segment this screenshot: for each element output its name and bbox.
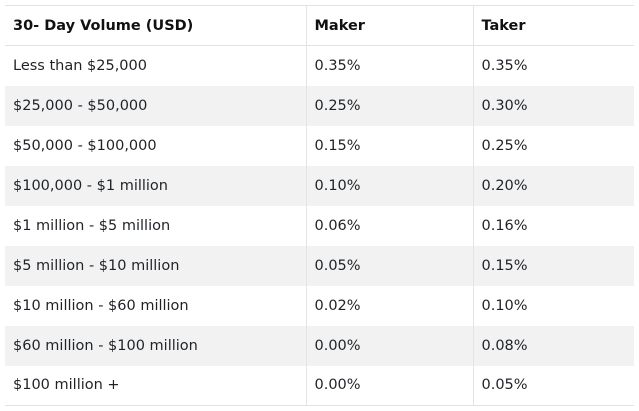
cell-taker: 0.30%: [472, 85, 634, 126]
cell-volume: $1 million - $5 million: [5, 205, 306, 246]
table-row: $5 million - $10 million 0.05% 0.15%: [5, 245, 634, 286]
cell-maker: 0.00%: [305, 325, 473, 366]
cell-volume: $25,000 - $50,000: [5, 85, 306, 126]
table-row: Less than $25,000 0.35% 0.35%: [5, 45, 634, 86]
cell-maker: 0.10%: [305, 165, 473, 206]
cell-maker: 0.02%: [305, 285, 473, 326]
cell-maker: 0.25%: [305, 85, 473, 126]
table-row: $60 million - $100 million 0.00% 0.08%: [5, 325, 634, 366]
cell-volume: $10 million - $60 million: [5, 285, 306, 326]
cell-volume: $5 million - $10 million: [5, 245, 306, 286]
cell-taker: 0.08%: [472, 325, 634, 366]
table-header: 30- Day Volume (USD) Maker Taker: [5, 5, 634, 46]
cell-volume: $100,000 - $1 million: [5, 165, 306, 206]
cell-maker: 0.05%: [305, 245, 473, 286]
cell-taker: 0.20%: [472, 165, 634, 206]
cell-volume: Less than $25,000: [5, 45, 306, 86]
cell-maker: 0.06%: [305, 205, 473, 246]
fee-schedule-table: 30- Day Volume (USD) Maker Taker Less th…: [5, 5, 634, 406]
cell-taker: 0.35%: [472, 45, 634, 86]
cell-maker: 0.00%: [305, 365, 473, 406]
table-row: $50,000 - $100,000 0.15% 0.25%: [5, 125, 634, 166]
table-body: Less than $25,000 0.35% 0.35% $25,000 - …: [5, 45, 634, 406]
cell-taker: 0.10%: [472, 285, 634, 326]
table-row: $25,000 - $50,000 0.25% 0.30%: [5, 85, 634, 126]
cell-taker: 0.05%: [472, 365, 634, 406]
table-row: $100,000 - $1 million 0.10% 0.20%: [5, 165, 634, 206]
cell-volume: $50,000 - $100,000: [5, 125, 306, 166]
header-taker: Taker: [472, 5, 634, 46]
cell-maker: 0.15%: [305, 125, 473, 166]
table-row: $10 million - $60 million 0.02% 0.10%: [5, 285, 634, 326]
cell-taker: 0.25%: [472, 125, 634, 166]
cell-volume: $60 million - $100 million: [5, 325, 306, 366]
cell-volume: $100 million +: [5, 365, 306, 406]
cell-taker: 0.15%: [472, 245, 634, 286]
table-row: $1 million - $5 million 0.06% 0.16%: [5, 205, 634, 246]
header-volume: 30- Day Volume (USD): [5, 5, 306, 46]
table-row: $100 million + 0.00% 0.05%: [5, 365, 634, 406]
header-maker: Maker: [305, 5, 473, 46]
cell-maker: 0.35%: [305, 45, 473, 86]
cell-taker: 0.16%: [472, 205, 634, 246]
header-row: 30- Day Volume (USD) Maker Taker: [5, 5, 634, 46]
